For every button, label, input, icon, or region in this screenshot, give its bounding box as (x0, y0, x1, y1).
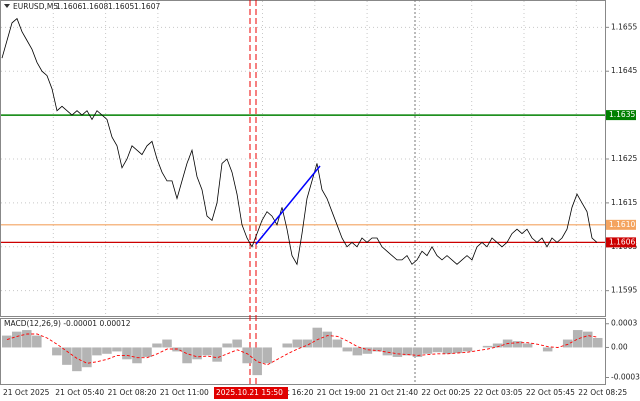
ohlc-low: 1.1605 (108, 2, 134, 11)
macd-bar (92, 347, 102, 356)
ohlc-open: 1.1606 (56, 2, 82, 11)
y-tick-label: 0.00 (611, 342, 628, 351)
x-tick-label: 22 Oct 00:25 (421, 388, 470, 397)
macd-bar (32, 335, 42, 348)
macd-bar (592, 337, 603, 348)
y-tick-label: 1.1595 (611, 286, 637, 295)
crosshair-label: 2025.10.21 15:50 (216, 388, 283, 397)
macd-bar (82, 347, 92, 368)
symbol: EURUSD,M5 (13, 2, 58, 11)
price-level-label-bg (606, 110, 636, 121)
price-level-label-bg (606, 219, 636, 230)
ohlc-close: 1.1607 (134, 2, 160, 11)
macd-bar (442, 347, 453, 354)
macd-bar (542, 347, 553, 352)
macd-bar (192, 347, 202, 360)
macd-bar (222, 343, 232, 348)
macd-bar (12, 331, 22, 348)
y-tick-label: 1.1655 (611, 22, 637, 31)
x-tick-label: 21 Oct 19:00 (317, 388, 366, 397)
x-tick-label: 21 Oct 16:20 (265, 388, 314, 397)
price-line (1, 17, 598, 266)
x-tick-label: 22 Oct 03:05 (474, 388, 523, 397)
macd-bar (362, 347, 373, 354)
macd-label: MACD(12,26,9) -0.00001 0.00012 (4, 319, 131, 328)
x-tick-label: 21 Oct 11:00 (160, 388, 209, 397)
macd-bar (202, 347, 212, 356)
crosshair-label-bg (214, 387, 288, 399)
macd-bar (372, 347, 383, 352)
menu-icon[interactable] (4, 4, 10, 8)
macd-bar (102, 347, 112, 354)
macd-bar (482, 345, 493, 348)
macd-bar (262, 347, 272, 364)
macd-bar (352, 347, 363, 356)
macd-bar (152, 343, 162, 348)
macd-bar (412, 347, 423, 357)
macd-bar (572, 330, 583, 348)
x-tick-label: 21 Oct 05:40 (55, 388, 104, 397)
macd-bar (312, 327, 323, 348)
trendline (255, 165, 321, 245)
x-tick-label: 21 Oct 2025 (3, 388, 50, 397)
macd-bar (382, 347, 393, 356)
macd-bar (122, 347, 132, 360)
macd-bar (52, 347, 62, 356)
x-tick-label: 22 Oct 08:25 (578, 388, 627, 397)
macd-bar (22, 330, 32, 348)
macd-bar (252, 347, 262, 376)
macd-bar (342, 347, 353, 352)
macd-bar (132, 347, 142, 364)
macd-bar (452, 347, 463, 353)
macd-bar (582, 331, 593, 348)
macd-bar (2, 335, 12, 348)
macd-bar (302, 339, 313, 348)
y-tick-label: 0.0003 (611, 319, 637, 328)
macd-bar (162, 339, 172, 348)
macd-bar (332, 339, 343, 348)
macd-bar (462, 347, 473, 352)
macd-bar (492, 343, 503, 348)
price-level-label-bg (606, 237, 636, 248)
macd-bar (512, 341, 523, 348)
x-tick-label: 21 Oct 08:20 (108, 388, 157, 397)
macd-bar (562, 339, 573, 348)
macd-bar (212, 347, 222, 362)
macd-bar (402, 347, 413, 356)
macd-bar (522, 343, 533, 348)
price-level-label: 1.1635 (609, 110, 635, 119)
macd-bar (292, 339, 302, 348)
macd-bar (322, 331, 333, 348)
macd-bar (142, 347, 152, 357)
macd-bar (232, 339, 242, 348)
macd-bar (182, 347, 192, 364)
macd-bar (392, 347, 403, 357)
macd-bar (62, 347, 72, 365)
y-tick-label: 1.1615 (611, 198, 637, 207)
y-tick-label: 1.1625 (611, 154, 637, 163)
macd-bar (242, 347, 252, 364)
macd-signal (6, 333, 599, 366)
macd-bar (112, 347, 122, 352)
macd-panel-frame (0, 318, 606, 385)
macd-bar (432, 347, 443, 353)
ohlc-high: 1.1608 (82, 2, 108, 11)
macd-bar (282, 343, 292, 348)
price-level-label: 1.1610 (609, 220, 635, 229)
x-tick-label: 21 Oct 21:40 (369, 388, 418, 397)
x-tick-label: 22 Oct 05:45 (526, 388, 575, 397)
macd-bar (72, 347, 82, 372)
price-level-label: 1.1606 (609, 237, 635, 246)
y-tick-label: -0.00038 (611, 372, 640, 381)
y-tick-label: 1.1645 (611, 66, 637, 75)
macd-bar (422, 347, 433, 354)
